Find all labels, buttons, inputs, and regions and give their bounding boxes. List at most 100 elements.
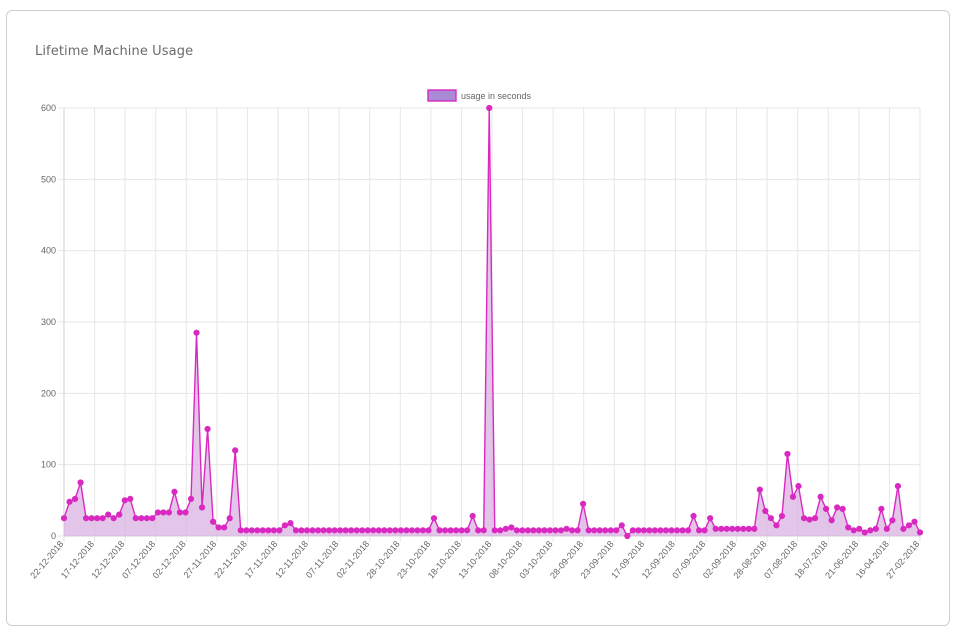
data-point bbox=[513, 527, 520, 534]
data-point bbox=[408, 527, 416, 534]
data-point bbox=[298, 527, 305, 534]
data-point bbox=[679, 527, 686, 534]
data-point bbox=[900, 525, 907, 532]
data-point bbox=[165, 509, 173, 516]
data-point bbox=[149, 515, 156, 522]
data-point bbox=[541, 527, 548, 534]
data-point bbox=[419, 527, 427, 534]
data-point bbox=[894, 482, 902, 490]
data-point bbox=[210, 518, 217, 525]
data-point bbox=[325, 527, 333, 534]
data-point bbox=[701, 527, 708, 534]
data-point bbox=[535, 527, 543, 534]
data-point bbox=[60, 515, 68, 522]
data-point bbox=[99, 515, 106, 522]
data-point bbox=[800, 515, 808, 522]
data-point bbox=[811, 515, 819, 522]
data-point bbox=[784, 450, 791, 458]
data-point bbox=[657, 527, 664, 534]
data-point bbox=[441, 527, 449, 534]
data-point bbox=[254, 527, 261, 534]
data-point bbox=[77, 479, 84, 486]
data-point bbox=[596, 527, 603, 534]
data-point bbox=[629, 527, 636, 534]
y-tick-label: 400 bbox=[41, 246, 56, 256]
data-point bbox=[673, 527, 681, 534]
data-point bbox=[425, 527, 432, 534]
data-point bbox=[309, 527, 316, 534]
data-point bbox=[270, 527, 277, 534]
data-point bbox=[414, 527, 421, 534]
data-point bbox=[834, 504, 841, 511]
data-point bbox=[640, 527, 647, 534]
y-tick-label: 200 bbox=[41, 388, 56, 398]
data-point bbox=[718, 525, 725, 532]
legend-swatch bbox=[427, 89, 457, 102]
data-point bbox=[198, 504, 206, 511]
data-point bbox=[265, 527, 272, 534]
data-point bbox=[331, 527, 338, 534]
data-point bbox=[430, 515, 438, 522]
data-point bbox=[464, 527, 471, 534]
data-point bbox=[215, 524, 222, 531]
data-point bbox=[243, 527, 250, 534]
data-point bbox=[226, 515, 233, 522]
legend-label: usage in seconds bbox=[461, 91, 532, 101]
data-point bbox=[292, 527, 300, 534]
data-point bbox=[491, 527, 498, 534]
y-tick-label: 0 bbox=[51, 531, 56, 541]
data-point bbox=[568, 527, 576, 534]
data-point bbox=[524, 527, 532, 534]
data-point bbox=[370, 527, 377, 534]
data-point bbox=[248, 527, 255, 534]
data-point bbox=[259, 527, 266, 534]
data-point bbox=[281, 522, 289, 529]
data-point bbox=[546, 527, 554, 534]
data-point bbox=[314, 527, 322, 534]
data-point bbox=[342, 527, 349, 534]
data-point bbox=[348, 527, 355, 534]
data-point bbox=[729, 525, 736, 532]
data-point bbox=[789, 493, 797, 500]
data-point bbox=[574, 527, 581, 534]
data-point bbox=[646, 527, 653, 534]
data-point bbox=[403, 527, 410, 534]
data-point bbox=[82, 515, 90, 522]
data-point bbox=[861, 529, 868, 536]
data-point bbox=[850, 527, 857, 534]
data-point bbox=[767, 515, 774, 522]
data-point bbox=[734, 525, 741, 532]
data-point bbox=[613, 527, 620, 534]
data-point bbox=[856, 525, 863, 532]
data-point bbox=[392, 527, 399, 534]
data-point bbox=[127, 495, 134, 503]
data-point bbox=[232, 447, 239, 454]
data-point bbox=[889, 517, 896, 524]
data-point bbox=[453, 527, 460, 534]
data-point bbox=[916, 529, 924, 536]
data-point bbox=[469, 512, 476, 520]
data-point bbox=[905, 522, 913, 529]
data-point bbox=[287, 520, 294, 527]
data-point bbox=[557, 527, 565, 534]
data-point bbox=[364, 527, 371, 534]
data-point bbox=[580, 500, 587, 508]
data-point bbox=[116, 511, 123, 518]
data-point bbox=[778, 512, 786, 520]
data-point bbox=[563, 525, 570, 532]
data-point bbox=[508, 524, 515, 531]
data-point bbox=[303, 527, 311, 534]
data-point bbox=[497, 527, 504, 534]
data-point bbox=[154, 509, 161, 516]
data-point bbox=[193, 329, 200, 336]
data-point bbox=[160, 509, 167, 516]
data-point bbox=[375, 527, 382, 534]
data-point bbox=[359, 527, 366, 534]
data-point bbox=[712, 525, 719, 532]
data-point bbox=[436, 527, 443, 534]
data-point bbox=[221, 524, 228, 531]
data-point bbox=[618, 522, 625, 529]
data-point bbox=[105, 511, 112, 518]
data-point bbox=[182, 509, 189, 516]
